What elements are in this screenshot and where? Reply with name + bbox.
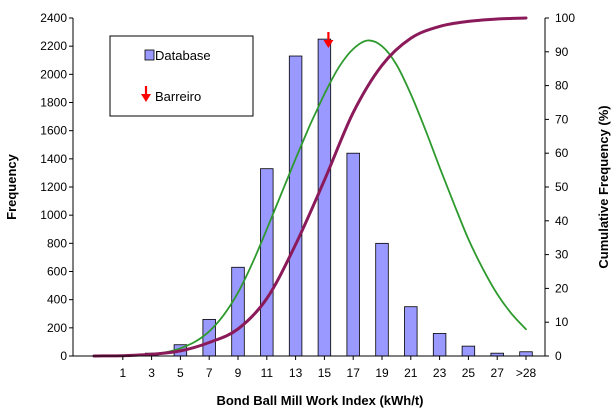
x-tick-label: 25 [462,366,476,380]
right-tick-label: 0 [555,349,562,363]
x-tick-label: 27 [491,366,505,380]
x-axis-title: Bond Ball Mill Work Index (kWh/t) [216,393,423,408]
left-tick-label: 800 [47,236,67,250]
frequency-bar [375,242,389,357]
axes [72,18,546,357]
right-tick-label: 60 [555,146,569,160]
right-tick-label: 30 [555,248,569,262]
x-tick-label: >28 [516,366,537,380]
frequency-bar [288,55,303,357]
right-tick-label: 20 [555,281,569,295]
left-axis-ticks: 0 200 400 600 800 1000 1200 1400 1600 1800 2000 220… [40,11,73,363]
left-tick-label: 1200 [40,180,67,194]
legend-database-swatch [144,49,155,61]
x-tick-label: 1 [119,366,126,380]
right-tick-label: 80 [555,79,569,93]
x-tick-label: 15 [318,366,332,380]
legend-barreiro-label: Barreiro [155,89,201,104]
right-tick-label: 100 [555,11,575,25]
left-tick-label: 1800 [40,96,67,110]
x-tick-label: 11 [261,366,274,380]
series-lines [92,16,528,358]
x-tick-label: 5 [177,366,184,380]
left-tick-label: 400 [47,293,67,307]
frequency-bar [231,266,245,357]
left-tick-label: 2200 [40,39,67,53]
right-tick-label: 40 [555,214,569,228]
right-tick-label: 50 [555,180,569,194]
left-tick-label: 600 [47,265,67,279]
x-tick-label: 19 [375,366,389,380]
x-tick-label: 3 [148,366,155,380]
frequency-bar [346,152,360,357]
frequency-bar [202,318,216,357]
markers [323,32,334,48]
right-tick-label: 70 [555,112,569,126]
left-tick-label: 2000 [40,67,67,81]
legend: Database Barreiro [109,35,254,117]
frequency-bar [432,333,447,357]
frequency-bars [144,38,533,357]
x-axis-ticks: 1 3 5 7 9 11 13 15 17 19 21 23 25 27 >28 [119,356,537,380]
frequency-bar [404,306,418,357]
x-tick-label: 23 [433,366,447,380]
left-tick-label: 200 [47,321,67,335]
left-tick-label: 2400 [40,11,67,25]
x-tick-label: 9 [235,366,242,380]
frequency-bar [461,345,476,357]
x-tick-label: 17 [347,366,361,380]
left-tick-label: 1600 [40,124,67,138]
legend-database-label: Database [155,48,211,63]
left-tick-label: 1400 [40,152,67,166]
x-tick-label: 7 [206,366,213,380]
right-tick-label: 10 [555,315,569,329]
barreiro-marker-arrow-icon [323,40,334,48]
frequency-bar [260,168,274,357]
left-tick-label: 0 [60,349,67,363]
x-tick-label: 13 [289,366,303,380]
right-tick-label: 90 [555,45,569,59]
y2-axis-title: Cumulative Frequency (%) [596,105,611,268]
left-tick-label: 1000 [40,208,67,222]
frequency-bar [519,351,533,357]
x-tick-label: 21 [404,366,418,380]
y-axis-title: Frequency [4,153,19,220]
right-axis-ticks: 0 10 20 30 40 50 60 70 80 90 100 [545,11,575,363]
legend-box [109,35,254,117]
cumulative-frequency-line [92,16,528,358]
legend-barreiro-arrow-icon [141,86,151,102]
